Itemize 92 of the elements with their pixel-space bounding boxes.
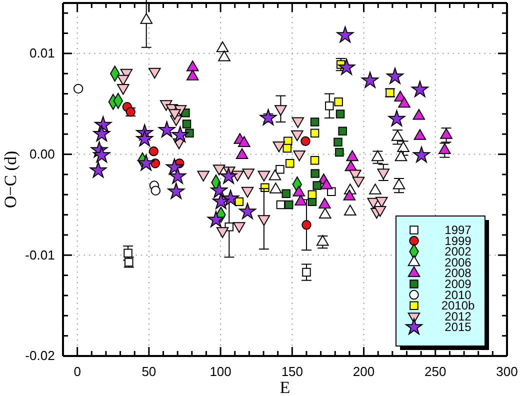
point: [310, 156, 320, 165]
point: [238, 202, 256, 220]
point: [93, 125, 110, 142]
point: [238, 136, 250, 147]
point: [312, 181, 322, 190]
point: [138, 154, 155, 171]
point: [386, 68, 404, 84]
x-tick-label: 100: [210, 364, 232, 379]
point: [268, 169, 282, 180]
point: [276, 165, 284, 174]
point: [412, 146, 430, 163]
point: [234, 197, 244, 206]
point: [362, 72, 379, 88]
x-tick-label: 150: [281, 364, 304, 379]
point: [292, 186, 306, 196]
point: [186, 60, 199, 72]
point: [308, 190, 317, 199]
point: [276, 200, 286, 210]
point: [212, 192, 230, 210]
point: [207, 210, 224, 228]
point: [388, 110, 406, 126]
point: [284, 200, 294, 210]
y-tick-label: -0.01: [25, 247, 55, 262]
point: [397, 141, 410, 152]
point: [172, 126, 189, 142]
point: [346, 150, 358, 162]
point: [158, 121, 176, 138]
point: [438, 143, 451, 154]
point: [335, 148, 344, 157]
point: [148, 146, 159, 156]
point: [316, 235, 329, 246]
point: [414, 129, 426, 140]
point: [412, 108, 426, 120]
point: [336, 26, 354, 43]
point: [150, 186, 161, 196]
y-tick-label: 0.00: [29, 146, 55, 162]
x-tick-label: 300: [496, 364, 518, 379]
point: [300, 136, 310, 146]
point: [391, 130, 404, 141]
point: [218, 50, 230, 62]
point: [90, 161, 107, 178]
point: [302, 268, 311, 277]
point: [124, 248, 132, 258]
x-tick-label: 0: [74, 364, 81, 379]
point: [343, 190, 356, 200]
point: [394, 150, 408, 162]
point: [236, 148, 248, 160]
point: [336, 110, 345, 118]
point: [168, 182, 185, 199]
point: [93, 146, 110, 163]
point: [169, 168, 186, 184]
point: [318, 208, 332, 219]
point: [369, 184, 382, 194]
y-axis-title: O−C (d): [1, 150, 20, 208]
point: [270, 182, 282, 194]
point: [320, 178, 333, 190]
x-tick-label: 50: [142, 364, 156, 379]
point: [282, 189, 291, 198]
y-tick-label: -0.02: [25, 348, 55, 364]
point: [294, 194, 307, 206]
point: [260, 109, 277, 126]
point: [222, 190, 240, 206]
x-tick-label: 200: [352, 364, 375, 379]
point: [392, 178, 406, 190]
point: [338, 126, 347, 136]
point: [334, 97, 343, 106]
point: [325, 102, 334, 110]
point: [372, 150, 384, 162]
point: [344, 204, 356, 216]
point: [318, 198, 331, 208]
point: [398, 96, 410, 108]
x-axis-title: E: [280, 378, 290, 396]
point: [334, 138, 342, 147]
x-tick-label: 250: [424, 364, 446, 379]
point: [210, 182, 228, 198]
y-tick-label: 0.01: [29, 46, 55, 61]
point: [411, 80, 428, 98]
point: [285, 158, 294, 168]
point: [140, 13, 152, 24]
point: [310, 128, 320, 138]
point: [302, 220, 312, 230]
point: [186, 70, 199, 80]
point: [310, 169, 320, 178]
point: [182, 120, 192, 128]
point: [136, 130, 154, 146]
point: [73, 84, 84, 94]
point: [282, 144, 292, 153]
point: [440, 128, 452, 139]
point: [310, 118, 320, 126]
point: [216, 41, 229, 52]
point: [338, 58, 356, 75]
point: [220, 168, 238, 184]
